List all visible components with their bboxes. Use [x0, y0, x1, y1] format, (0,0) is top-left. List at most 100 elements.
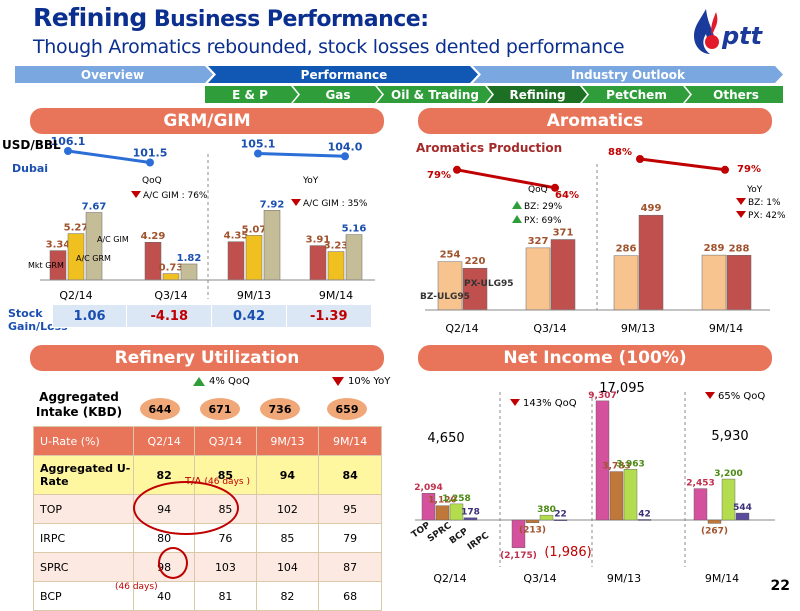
bar-value-label: 5.16 — [342, 224, 367, 235]
table-header: U-Rate (%) — [33, 426, 134, 456]
grm-section-title: GRM/GIM — [30, 108, 384, 134]
bar — [693, 488, 708, 521]
nav-ep[interactable]: E & P — [232, 87, 268, 102]
category-label: 9M/14 — [705, 572, 739, 585]
yoy-bz: BZ: 1% — [748, 198, 781, 208]
ptt-logo: ptt — [690, 4, 790, 60]
dubai-value-label: 105.1 — [241, 138, 276, 151]
ta-days: (46 days ) — [204, 477, 250, 487]
bar-value-label: 499 — [641, 203, 662, 214]
bar — [85, 212, 103, 281]
legend-mkt-grm: Mkt GRM — [28, 261, 64, 270]
stock-value: -4.18 — [126, 304, 213, 328]
ta-note: T/A (46 days ) — [185, 476, 250, 487]
nav-top: Overview Performance Industry Outlook — [15, 66, 785, 83]
bar-value-label: 7.67 — [82, 202, 107, 213]
qoq-label: QoQ — [142, 176, 162, 186]
aromatics-chart: 79% 64% 88% 79% QoQ BZ: 29% PX: 69% YoY BZ: 1% PX… — [420, 147, 786, 335]
bar-value-label: 3.23 — [324, 241, 349, 252]
bar-value-label: (267) — [701, 526, 728, 536]
up-arrow-icon — [193, 377, 205, 386]
bar — [609, 471, 624, 521]
company-label: IRPC — [466, 531, 491, 553]
bar — [180, 263, 198, 281]
bar — [327, 251, 345, 281]
bar — [726, 255, 752, 311]
refinery-yoy-badge: 10% YoY — [332, 376, 390, 387]
legend-bz-ulg95: BZ-ULG95 — [420, 292, 470, 302]
table-cell: 104 — [255, 552, 320, 582]
nav-gas[interactable]: Gas — [325, 87, 351, 102]
intake-bubble: 644 — [140, 398, 180, 420]
bar — [144, 241, 162, 281]
bar — [613, 255, 639, 311]
bar — [595, 400, 610, 521]
bar — [462, 267, 488, 311]
bar — [449, 503, 464, 521]
bar — [550, 239, 576, 311]
page-subtitle: Though Aromatics rebounded, stock losses… — [33, 36, 625, 58]
category-label: 9M/13 — [607, 572, 641, 585]
down-arrow-icon — [736, 211, 746, 218]
table-cell: 81 — [194, 581, 257, 611]
util-value-label: 64% — [555, 190, 579, 201]
title-rest: Business Performance: — [146, 7, 429, 32]
qoq-label: QoQ — [528, 185, 548, 195]
refinery-qoq-text: 4% QoQ — [209, 376, 250, 387]
stock-value: 0.42 — [211, 304, 287, 328]
bar-value-label: 0.73 — [159, 263, 184, 274]
bar-value-label: 5.07 — [242, 224, 267, 235]
table-cell: 79 — [318, 523, 382, 553]
bar — [437, 261, 463, 311]
category-label: 9M/14 — [709, 322, 743, 335]
bar-value-label: 254 — [440, 250, 461, 261]
bar-value-label: 3,783 — [602, 462, 630, 472]
bar — [525, 247, 551, 311]
bar-value-label: 2,094 — [414, 483, 442, 493]
refinery-section-title: Refinery Utilization — [30, 345, 384, 371]
bar — [245, 235, 263, 281]
bar — [162, 273, 180, 281]
dubai-value-label: 101.5 — [133, 147, 168, 160]
title-bold: Refining — [33, 3, 147, 32]
bar-value-label: (2,175) — [500, 551, 537, 561]
bar — [525, 519, 540, 523]
table-cell: 103 — [194, 552, 257, 582]
bar-value-label: 42 — [638, 509, 651, 519]
category-label: 9M/13 — [237, 289, 271, 302]
table-header: Q2/14 — [132, 426, 196, 456]
util-value-label: 88% — [608, 147, 632, 158]
category-label: Q3/14 — [533, 322, 566, 335]
category-label: 9M/14 — [319, 289, 353, 302]
nav-petchem[interactable]: PetChem — [606, 87, 667, 102]
bar-value-label: 220 — [465, 256, 486, 267]
nav-industry-outlook[interactable]: Industry Outlook — [571, 67, 685, 82]
qoq-px: PX: 69% — [524, 216, 562, 226]
down-arrow-icon — [291, 199, 301, 206]
bar-value-label: 371 — [553, 228, 574, 239]
bar — [511, 519, 526, 549]
yoy-px: PX: 42% — [748, 211, 786, 221]
total-label: 5,930 — [711, 429, 748, 444]
bar — [435, 505, 450, 521]
nav-overview[interactable]: Overview — [80, 67, 145, 82]
yoy-gim-note: A/C GIM : 35% — [303, 199, 368, 209]
nav-others[interactable]: Others — [713, 87, 759, 102]
bar-value-label: 7.92 — [260, 199, 285, 210]
table-row: IRPC 80 76 85 79 — [33, 523, 382, 553]
nav-oil-trading[interactable]: Oil & Trading — [391, 87, 479, 102]
aromatics-production-label: Aromatics Production — [416, 141, 563, 155]
ta-highlight-ellipse — [133, 481, 239, 535]
nav-refining[interactable]: Refining — [509, 87, 566, 102]
legend-px-ulg95: PX-ULG95 — [464, 279, 514, 289]
bar — [227, 241, 245, 281]
up-arrow-icon — [512, 201, 522, 209]
bar — [421, 492, 436, 521]
total-label: (1,986) — [544, 545, 591, 560]
category-label: Q2/14 — [59, 289, 92, 302]
bar-value-label: 544 — [733, 503, 752, 513]
bar — [345, 234, 363, 281]
nav-performance[interactable]: Performance — [300, 67, 388, 82]
grm-unit-label: USD/BBL — [2, 138, 61, 152]
